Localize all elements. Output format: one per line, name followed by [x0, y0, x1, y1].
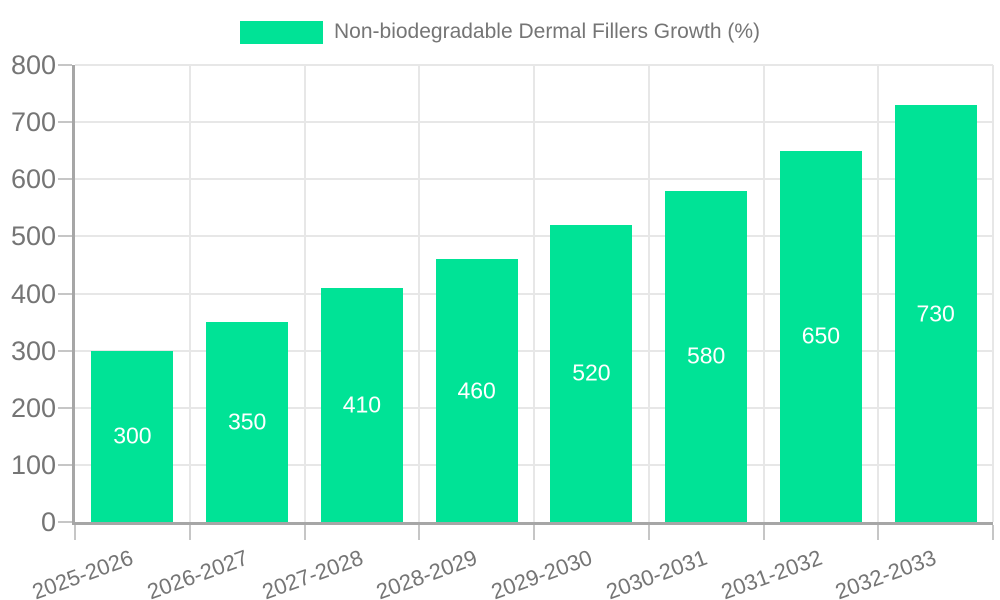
- y-axis-tick-label: 500: [10, 221, 56, 252]
- bar-2032-2033[interactable]: 730: [894, 105, 977, 522]
- x-axis-category-label: 2026-2027: [143, 544, 252, 600]
- x-axis-tick: [188, 525, 191, 540]
- y-axis-tick-label: 800: [10, 50, 56, 80]
- bar-2029-2030[interactable]: 520: [550, 224, 633, 522]
- bar-value-label: 650: [801, 322, 841, 349]
- x-axis-category-label: 2027-2028: [258, 544, 366, 600]
- bar-2030-2031[interactable]: 580: [665, 190, 748, 522]
- bar-value-label: 410: [342, 391, 382, 418]
- legend-label: Non-biodegradable Dermal Fillers Growth …: [334, 20, 760, 43]
- v-gridline: [533, 65, 535, 522]
- y-axis-tick-label: 200: [10, 392, 56, 423]
- bar-value-label: 350: [227, 408, 267, 435]
- plot-area: 300 350 410 460 520 580 650 730: [72, 64, 994, 525]
- x-axis-label-anchor: 2025-2026: [0, 544, 136, 600]
- y-axis-tick-label: 100: [10, 449, 56, 480]
- x-axis-label-anchor: 2032-2033: [716, 544, 939, 600]
- y-axis-tick-label: 300: [10, 335, 56, 366]
- bar-2026-2027[interactable]: 350: [206, 322, 289, 522]
- y-axis-tick: [58, 463, 72, 466]
- y-axis-tick: [58, 406, 72, 409]
- x-axis-label-anchor: 2029-2030: [371, 544, 595, 600]
- y-axis-tick: [58, 64, 72, 66]
- x-axis-category-label: 2025-2026: [29, 544, 137, 600]
- v-gridline: [418, 65, 421, 522]
- y-axis-tick: [58, 521, 72, 523]
- x-axis-tick: [418, 525, 421, 540]
- legend[interactable]: Non-biodegradable Dermal Fillers Growth …: [0, 20, 1000, 44]
- y-axis-tick: [58, 292, 72, 295]
- x-axis-tick: [877, 525, 880, 540]
- v-gridline: [992, 65, 994, 522]
- v-gridline: [762, 65, 765, 522]
- x-axis-category-label: 2028-2029: [373, 544, 481, 600]
- x-axis-label-anchor: 2028-2029: [257, 544, 480, 600]
- x-axis-tick: [303, 525, 306, 540]
- bar-2025-2026[interactable]: 300: [91, 350, 174, 522]
- x-axis-label-anchor: 2026-2027: [27, 544, 251, 600]
- x-axis-category-label: 2031-2032: [717, 544, 825, 600]
- bar-2028-2029[interactable]: 460: [435, 259, 518, 522]
- y-axis-tick-label: 600: [10, 164, 56, 195]
- x-axis-category-label: 2029-2030: [488, 544, 596, 600]
- x-axis-tick: [647, 525, 650, 540]
- bar-value-label: 730: [916, 300, 955, 326]
- v-gridline: [188, 65, 191, 522]
- v-gridline: [877, 65, 880, 522]
- x-axis-tick: [992, 525, 994, 540]
- x-axis-label-anchor: 2030-2031: [486, 544, 710, 600]
- y-axis-tick-label: 700: [10, 107, 56, 138]
- y-axis-tick-label: 0: [40, 507, 56, 537]
- bar-value-label: 580: [686, 342, 726, 369]
- x-axis-tick: [74, 525, 76, 540]
- y-axis-tick: [58, 349, 72, 352]
- x-axis-category-label: 2032-2033: [832, 544, 940, 600]
- y-axis-tick: [58, 121, 72, 124]
- x-axis-tick: [762, 525, 765, 540]
- v-gridline: [647, 65, 650, 522]
- bar-2031-2032[interactable]: 650: [779, 150, 862, 522]
- x-axis-label-anchor: 2027-2028: [142, 544, 366, 600]
- x-axis-category-label: 2030-2031: [602, 544, 711, 600]
- bar-2027-2028[interactable]: 410: [320, 287, 403, 522]
- x-axis-label-anchor: 2031-2032: [601, 544, 825, 600]
- bar-value-label: 460: [457, 377, 496, 404]
- bar-value-label: 300: [113, 422, 152, 449]
- y-axis-tick: [58, 235, 72, 238]
- y-axis-tick: [58, 178, 72, 181]
- y-axis-tick-label: 400: [10, 278, 56, 309]
- x-axis-tick: [533, 525, 535, 540]
- legend-swatch-icon: [240, 20, 323, 44]
- v-gridline: [303, 65, 306, 522]
- bar-value-label: 520: [572, 359, 611, 386]
